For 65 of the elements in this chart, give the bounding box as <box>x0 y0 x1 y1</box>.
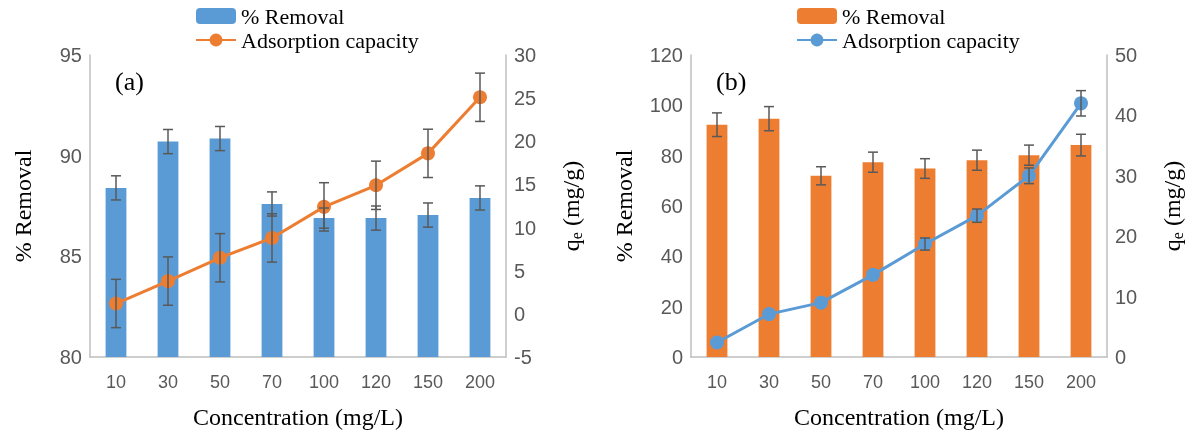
y2-tick-label: 40 <box>1114 104 1137 127</box>
x-tick-label: 200 <box>464 372 496 392</box>
y-tick-label: 40 <box>660 245 683 268</box>
x-tick-label: 10 <box>105 372 127 392</box>
y-tick-label: 20 <box>660 295 683 318</box>
x-tick-label: 150 <box>412 372 444 392</box>
bar <box>1018 155 1039 357</box>
point <box>813 295 828 310</box>
y-tick-label: 0 <box>671 346 683 368</box>
bar <box>758 118 779 357</box>
legend-label: Adsorption capacity <box>241 27 419 53</box>
x-axis-title: Concentration (mg/L) <box>193 404 403 430</box>
x-tick-label: 50 <box>810 372 831 392</box>
bar <box>706 124 727 357</box>
legend-label: % Removal <box>841 3 945 29</box>
bar <box>914 168 935 357</box>
y2-tick-label: -5 <box>514 346 532 368</box>
x-tick-label: 150 <box>1013 372 1044 392</box>
y-tick-label: 90 <box>59 144 82 167</box>
x-tick-label: 100 <box>308 372 340 392</box>
legend-label: Adsorption capacity <box>841 27 1020 53</box>
y2-tick-label: 30 <box>1114 164 1137 187</box>
y-tick-label: 80 <box>660 144 683 167</box>
y2-tick-label: 10 <box>514 216 537 239</box>
bar <box>810 175 831 357</box>
point <box>761 307 776 322</box>
y2-axis-title: qe (mg/g) <box>1158 160 1185 252</box>
y2-tick-label: 25 <box>514 87 537 110</box>
x-tick-label: 100 <box>909 372 940 392</box>
point <box>709 335 724 350</box>
annotation: (b) <box>715 66 746 96</box>
point <box>865 267 880 282</box>
x-tick-label: 120 <box>961 372 992 392</box>
y-tick-label: 80 <box>59 346 82 368</box>
y2-tick-label: 20 <box>514 130 537 153</box>
x-tick-label: 30 <box>157 372 179 392</box>
y-tick-label: 95 <box>59 44 82 66</box>
bar <box>862 162 883 357</box>
legend-label: % Removal <box>241 3 345 29</box>
annotation: (a) <box>115 66 144 96</box>
bar <box>966 160 987 357</box>
y-tick-label: 120 <box>649 44 683 66</box>
y2-tick-label: 15 <box>514 173 537 196</box>
x-tick-label: 10 <box>706 372 727 392</box>
y-tick-label: 85 <box>59 245 82 268</box>
x-tick-label: 200 <box>1065 372 1096 392</box>
x-axis-title: Concentration (mg/L) <box>793 404 1004 430</box>
y-tick-label: 60 <box>660 195 683 217</box>
x-tick-label: 50 <box>209 372 231 392</box>
y2-tick-label: 5 <box>514 259 526 282</box>
bar <box>1070 145 1091 357</box>
y2-axis-title: qe (mg/g) <box>558 160 585 252</box>
y-tick-label: 100 <box>649 94 683 117</box>
y2-tick-label: 10 <box>1114 285 1137 308</box>
x-tick-label: 30 <box>758 372 779 392</box>
y2-tick-label: 30 <box>514 44 537 66</box>
y-axis-title: % Removal <box>610 149 637 263</box>
y2-tick-label: 20 <box>1114 225 1137 248</box>
x-tick-label: 120 <box>360 372 392 392</box>
x-tick-label: 70 <box>862 372 883 392</box>
y2-tick-label: 50 <box>1114 44 1137 66</box>
y2-tick-label: 0 <box>514 302 526 325</box>
x-tick-label: 70 <box>261 372 283 392</box>
y2-tick-label: 0 <box>1114 346 1126 368</box>
y-axis-title: % Removal <box>10 149 36 263</box>
